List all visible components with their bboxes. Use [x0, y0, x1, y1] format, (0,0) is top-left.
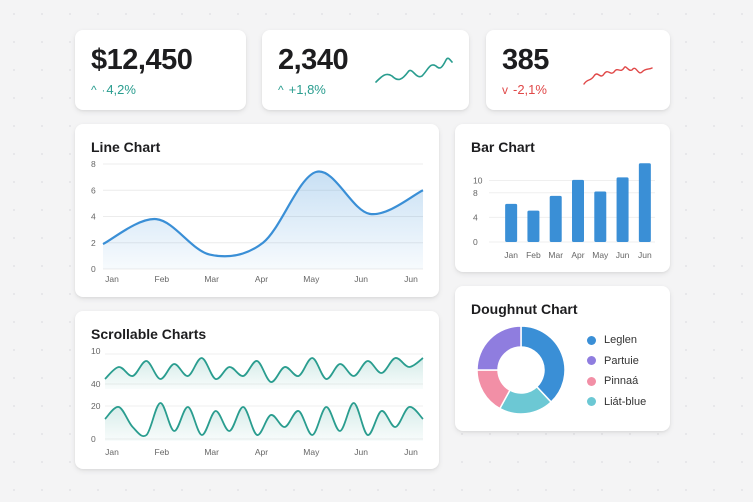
x-tick-label: Feb [155, 447, 170, 457]
y-tick-label: 2 [91, 238, 96, 248]
bar [549, 195, 562, 242]
legend-item: Leglen [587, 330, 646, 351]
legend-swatch [587, 356, 596, 366]
x-tick-label: Mar [548, 250, 563, 260]
line-chart: 0 2 4 6 8 Jan Feb Mar Apr May Jun Jun [91, 159, 424, 284]
bar [527, 210, 540, 242]
doughnut-chart-card: Doughnut Chart Leglen Partuie Pinnaá Liát-b… [455, 286, 670, 431]
doughnut-chart [476, 325, 566, 415]
x-tick-label: Jun [354, 447, 368, 457]
x-tick-label: Jun [404, 447, 418, 457]
y-tick-label: 0 [91, 264, 96, 274]
kpi-card-orders: 385 v -2,1% [486, 30, 670, 110]
y-tick-label: 8 [91, 159, 96, 169]
chart-title: Doughnut Chart [471, 301, 578, 317]
chart-title: Line Chart [91, 139, 161, 155]
legend-swatch [587, 397, 596, 407]
kpi-delta: v -2,1% [502, 82, 547, 97]
x-tick-label: Jun [638, 250, 652, 260]
y-tick-label: 10 [91, 346, 101, 356]
legend-label: Pinnaá [604, 375, 639, 388]
bar-chart: 0 4 8 10 Jan Feb Mar Apr May Jun Jun [473, 163, 655, 260]
x-tick-label: Jun [616, 250, 630, 260]
bar [594, 191, 607, 242]
bar [616, 177, 629, 242]
series-line [104, 357, 424, 383]
kpi-value: 385 [502, 44, 549, 76]
y-tick-label: 20 [91, 401, 101, 411]
y-tick-label: 40 [91, 379, 101, 389]
y-tick-label: 8 [473, 188, 478, 198]
legend-label: Liát-blue [604, 395, 647, 408]
doughnut-slice [520, 325, 566, 404]
kpi-value: $12,450 [91, 44, 193, 76]
line-chart-card: Line Chart 0 2 4 6 8 Jan Feb Mar Apr May Jun Jun [75, 124, 439, 297]
x-tick-label: Jun [404, 274, 418, 284]
x-tick-label: Apr [255, 447, 268, 457]
bar [505, 203, 518, 242]
x-tick-label: Jan [105, 447, 119, 457]
legend-item: Liát-blue [587, 392, 646, 413]
bar [638, 163, 651, 242]
y-tick-label: 6 [91, 185, 96, 195]
legend-item: Partuie [587, 351, 646, 372]
x-tick-label: Apr [571, 250, 584, 260]
y-tick-label: 10 [473, 175, 483, 185]
x-tick-label: Jan [105, 274, 119, 284]
y-tick-label: 4 [473, 212, 478, 222]
x-tick-label: Mar [204, 274, 219, 284]
kpi-value: 2,340 [278, 44, 349, 76]
x-tick-label: Mar [204, 447, 219, 457]
x-tick-label: Feb [526, 250, 541, 260]
x-tick-label: May [303, 447, 320, 457]
y-tick-label: 0 [91, 434, 96, 444]
sparkline-users [375, 57, 453, 83]
trend-up-icon: ^ [91, 83, 97, 97]
sparkline-orders [583, 66, 653, 85]
bar-chart-card: Bar Chart 0 4 8 10 Jan Feb Mar Apr May Jun Jun [455, 124, 670, 272]
x-tick-label: Jan [504, 250, 518, 260]
legend-swatch [587, 376, 596, 386]
kpi-delta-text: -2,1% [513, 82, 547, 97]
chart-title: Bar Chart [471, 139, 535, 155]
x-tick-label: May [303, 274, 320, 284]
kpi-card-revenue: $12,450 ^ ·4,2% [75, 30, 246, 110]
chart-title: Scrollable Charts [91, 326, 207, 342]
bar [572, 179, 584, 242]
legend-label: Leglen [604, 334, 638, 347]
legend-item: Pinnaá [587, 371, 646, 392]
scrollable-charts-card[interactable]: Scrollable Charts 10 40 20 0 Jan Feb Mar Apr May… [75, 311, 439, 469]
series-line [104, 402, 424, 437]
scrollable-line-chart[interactable]: 10 40 20 0 Jan Feb Mar Apr May Jun Jun [75, 311, 439, 469]
legend-swatch [587, 335, 596, 345]
trend-down-icon: v [502, 83, 508, 97]
trend-up-icon: ^ [278, 83, 284, 97]
kpi-delta: ^ ·4,2% [91, 82, 136, 97]
x-tick-label: Jun [354, 274, 368, 284]
x-tick-label: May [592, 250, 609, 260]
y-tick-label: 0 [473, 237, 478, 247]
x-tick-label: Apr [255, 274, 268, 284]
x-tick-label: Feb [155, 274, 170, 284]
y-tick-label: 4 [91, 212, 96, 222]
kpi-delta: ^ +1,8% [278, 82, 326, 97]
doughnut-slice [476, 325, 522, 371]
series-line [102, 170, 424, 258]
legend-label: Partuie [604, 354, 639, 367]
kpi-card-users: 2,340 ^ +1,8% [262, 30, 469, 110]
area-fill [103, 171, 423, 269]
kpi-delta-text: +1,8% [288, 82, 326, 97]
kpi-delta-text: 4,2% [106, 82, 136, 97]
doughnut-legend: Leglen Partuie Pinnaá Liát-blue [587, 330, 646, 412]
